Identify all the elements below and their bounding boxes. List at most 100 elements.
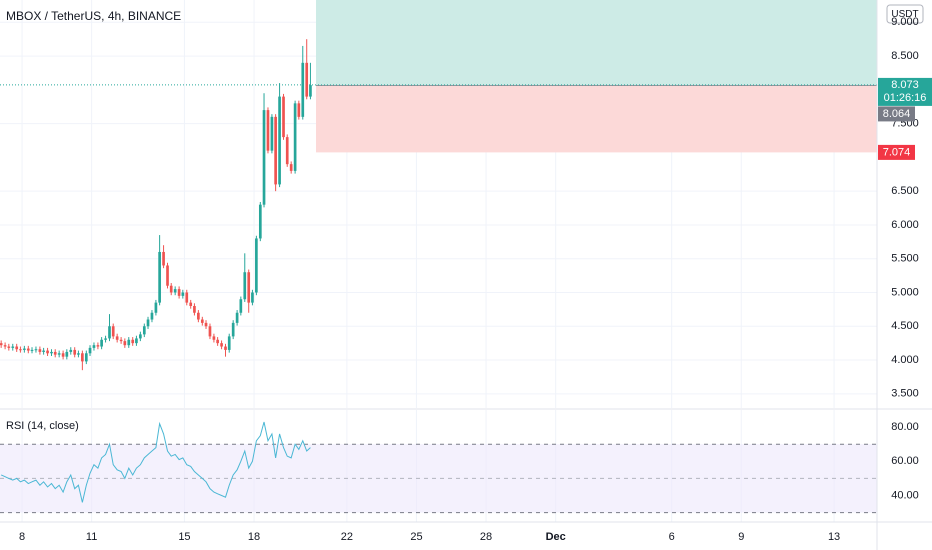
candle-body bbox=[274, 116, 277, 185]
y-tick-label: 8.500 bbox=[891, 50, 919, 62]
x-tick-label: 15 bbox=[178, 531, 190, 543]
x-tick-label: 13 bbox=[828, 531, 840, 543]
candle-body bbox=[262, 110, 266, 205]
y-tick-label: 6.500 bbox=[891, 185, 919, 197]
candle-body bbox=[243, 272, 247, 300]
candle-body bbox=[173, 289, 177, 293]
candle-body bbox=[42, 350, 45, 352]
y-tick-label: 5.000 bbox=[891, 286, 919, 298]
x-tick-label: 9 bbox=[738, 531, 744, 543]
x-tick-label: 8 bbox=[19, 531, 25, 543]
countdown-label: 01:26:16 bbox=[884, 92, 927, 104]
candle-body bbox=[81, 353, 84, 362]
currency-badge[interactable] bbox=[886, 4, 924, 24]
candle-body bbox=[131, 339, 135, 344]
x-tick-label: 18 bbox=[248, 531, 260, 543]
stop-badge bbox=[878, 144, 915, 160]
candle-body bbox=[111, 326, 115, 337]
candle-body bbox=[185, 292, 189, 303]
candle-body bbox=[127, 339, 131, 346]
x-tick-label: 25 bbox=[410, 531, 422, 543]
candle-body bbox=[100, 339, 103, 347]
y-tick-label: 5.500 bbox=[891, 253, 919, 265]
candle-body bbox=[208, 326, 212, 337]
candle-body bbox=[150, 312, 154, 320]
entry-badge bbox=[878, 106, 915, 122]
candle-body bbox=[297, 103, 301, 117]
candle-body bbox=[65, 351, 69, 357]
candle-body bbox=[177, 289, 181, 296]
candle-body bbox=[305, 62, 309, 97]
candle-body bbox=[123, 341, 127, 346]
candle-body bbox=[235, 312, 239, 323]
candle-body bbox=[7, 346, 11, 348]
candle-body bbox=[270, 116, 274, 151]
candle-body bbox=[26, 348, 30, 351]
rsi-tick-label: 40.00 bbox=[891, 489, 919, 501]
candle-body bbox=[258, 204, 262, 239]
candle-body bbox=[193, 306, 196, 313]
last-price-label: 8.073 bbox=[891, 79, 919, 91]
candle-body bbox=[251, 292, 254, 303]
y-tick-label: 4.000 bbox=[891, 354, 919, 366]
y-tick-label: 9.000 bbox=[891, 16, 919, 28]
candle-body bbox=[289, 164, 293, 171]
x-tick-label: 11 bbox=[86, 531, 97, 543]
rsi-tick-label: 80.00 bbox=[891, 421, 919, 433]
candle-body bbox=[38, 349, 42, 352]
currency-label[interactable]: USDT bbox=[891, 9, 918, 20]
candle-body bbox=[0, 343, 3, 346]
stop-zone bbox=[315, 85, 877, 153]
candle-body bbox=[162, 251, 165, 266]
y-tick-label: 3.500 bbox=[891, 388, 919, 400]
candle-body bbox=[227, 336, 231, 350]
candle-body bbox=[293, 103, 297, 171]
candle-body bbox=[282, 96, 285, 138]
target-zone bbox=[315, 0, 877, 86]
candle-body bbox=[57, 353, 61, 355]
candle-body bbox=[224, 346, 227, 350]
candle-body bbox=[301, 62, 305, 117]
rsi-line bbox=[0, 421, 311, 503]
rsi-pane bbox=[0, 410, 877, 522]
candle-body bbox=[231, 322, 235, 337]
last-price-badge bbox=[878, 77, 932, 106]
candle-body bbox=[146, 319, 150, 327]
candle-body bbox=[158, 251, 161, 303]
candle-body bbox=[19, 349, 22, 351]
candle-body bbox=[189, 302, 193, 306]
entry-label: 8.064 bbox=[883, 108, 911, 120]
candle-body bbox=[30, 349, 34, 351]
candle-body bbox=[220, 343, 223, 347]
candle-body bbox=[139, 334, 142, 339]
candle-body bbox=[247, 272, 251, 303]
rsi-tick-label: 60.00 bbox=[891, 455, 919, 467]
candle-body bbox=[34, 349, 38, 351]
candle-body bbox=[204, 322, 208, 327]
candle-body bbox=[104, 338, 107, 340]
stop-label: 7.074 bbox=[883, 146, 911, 158]
candle-body bbox=[216, 339, 219, 344]
candle-body bbox=[142, 326, 146, 335]
candle-body bbox=[154, 302, 158, 313]
candle-body bbox=[181, 292, 185, 296]
chart-title: MBOX / TetherUS, 4h, BINANCE bbox=[6, 9, 181, 23]
candle-body bbox=[96, 345, 100, 347]
candle-body bbox=[77, 353, 80, 355]
candle-body bbox=[61, 353, 65, 357]
x-tick-label: 22 bbox=[341, 531, 353, 543]
candle-body bbox=[166, 265, 169, 286]
x-tick-label: Dec bbox=[546, 531, 566, 543]
candle-body bbox=[73, 349, 77, 355]
candle-body bbox=[108, 326, 111, 339]
candle-body bbox=[239, 299, 243, 313]
x-tick-label: 28 bbox=[480, 531, 492, 543]
candle-body bbox=[11, 346, 15, 348]
candle-body bbox=[119, 339, 123, 342]
candle-body bbox=[135, 338, 138, 344]
candle-body bbox=[46, 350, 49, 354]
y-tick-label: 6.000 bbox=[891, 219, 919, 231]
